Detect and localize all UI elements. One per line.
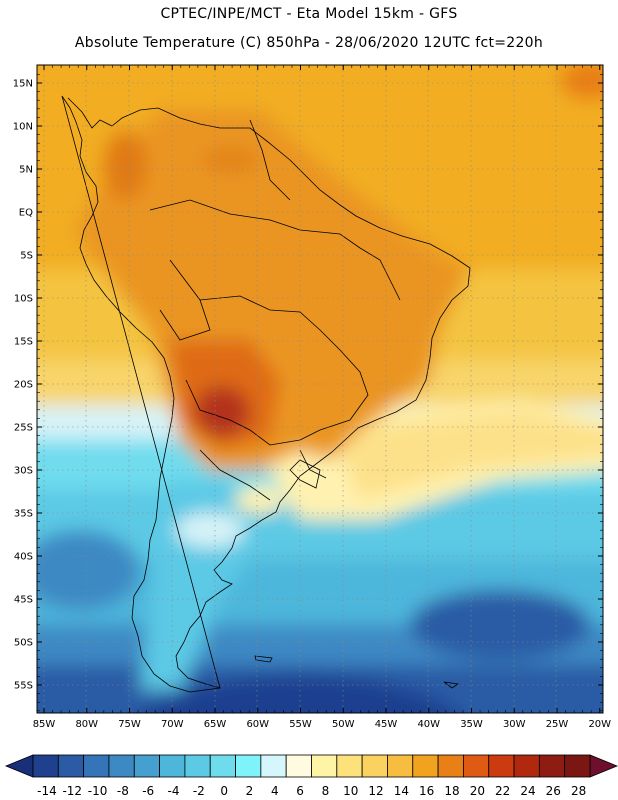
lon-label: 70W (161, 719, 184, 730)
colorbar-swatch (260, 754, 287, 778)
colorbar-label: 2 (246, 784, 254, 798)
chart-title: CPTEC/INPE/MCT - Eta Model 15km - GFS (160, 6, 458, 22)
colorbar-label: -2 (193, 784, 205, 798)
colorbar-swatch (32, 754, 59, 778)
colorbar-swatch (184, 754, 211, 778)
colorbar-swatch (108, 754, 135, 778)
lon-label: 40W (417, 719, 440, 730)
lat-label: 5N (19, 165, 33, 176)
lat-label: 50S (14, 638, 33, 649)
lat-label: 15S (14, 337, 33, 348)
colorbar-label: -6 (142, 784, 154, 798)
lon-label: 75W (118, 719, 141, 730)
colorbar-swatch (437, 754, 464, 778)
colorbar-swatch (513, 754, 540, 778)
lat-label: 40S (14, 552, 33, 563)
graticule (37, 65, 603, 713)
colorbar-swatch (387, 754, 414, 778)
colorbar-label: 16 (419, 784, 434, 798)
colorbar-label: 20 (470, 784, 485, 798)
lon-label: 65W (204, 719, 227, 730)
colorbar-swatch (83, 754, 110, 778)
coastline-borders (61, 95, 471, 693)
colorbar-label: 18 (444, 784, 459, 798)
colorbar-label: 14 (394, 784, 409, 798)
colorbar-swatch (133, 754, 160, 778)
colorbar-swatch (209, 754, 236, 778)
lat-label: 55S (14, 681, 33, 692)
colorbar-label: -8 (117, 784, 129, 798)
colorbar-swatch (564, 754, 591, 778)
colorbar-label: 26 (546, 784, 561, 798)
colorbar-swatch (538, 754, 566, 778)
lon-label: 55W (289, 719, 312, 730)
colorbar-label: 6 (296, 784, 304, 798)
colorbar-right-arrow (589, 754, 618, 778)
lat-label: EQ (19, 208, 33, 219)
colorbar-label: -4 (168, 784, 180, 798)
lat-label: 10S (14, 294, 33, 305)
lat-label: 25S (14, 423, 33, 434)
colorbar-swatch (57, 754, 85, 778)
colorbar-swatch (463, 754, 490, 778)
colorbar-label: 8 (322, 784, 330, 798)
lon-label: 85W (33, 719, 56, 730)
lon-label: 35W (460, 719, 483, 730)
colorbar-label: 10 (343, 784, 358, 798)
lat-label: 10N (13, 122, 33, 133)
colorbar-label: 4 (271, 784, 279, 798)
latitude-axis: 15N 10N 5N EQ 5S 10S 15S 20S 25S 30S 35S 40S 45S 50S 5… (13, 74, 603, 712)
colorbar-swatch (488, 754, 515, 778)
colorbar-label: 24 (520, 784, 535, 798)
lon-label: 50W (332, 719, 355, 730)
lat-label: 30S (14, 466, 33, 477)
colorbar-swatch (311, 754, 338, 778)
lon-label: 45W (375, 719, 398, 730)
lon-label: 80W (75, 719, 98, 730)
lat-label: 20S (14, 380, 33, 391)
colorbar-label: -10 (88, 784, 108, 798)
lat-label: 5S (20, 251, 33, 262)
lon-label: 60W (246, 719, 269, 730)
colorbar-swatch (235, 754, 262, 778)
colorbar-label: -12 (62, 784, 82, 798)
lon-label: 20W (588, 719, 611, 730)
lat-label: 45S (14, 595, 33, 606)
colorbar: -14 -12 -10 -8 -6 -4 -2 0 2 4 6 8 10 12 14 16 18 20 22 24 26… (4, 754, 618, 798)
colorbar-left-arrow (4, 754, 34, 778)
colorbar-swatch (336, 754, 363, 778)
lat-label: 35S (14, 509, 33, 520)
lon-label: 25W (546, 719, 569, 730)
colorbar-label: -14 (37, 784, 57, 798)
lon-label: 30W (503, 719, 526, 730)
lat-label: 15N (13, 79, 33, 90)
colorbar-swatch (361, 754, 388, 778)
colorbar-label: 22 (495, 784, 510, 798)
longitude-axis: 85W 80W 75W 70W 65W 60W 55W 50W 45W 40W 35W 30W 25W 2… (33, 65, 611, 730)
colorbar-swatch (285, 754, 312, 778)
colorbar-label: 0 (220, 784, 228, 798)
map-frame (36, 64, 604, 714)
colorbar-swatch (159, 754, 186, 778)
colorbar-swatch (412, 754, 439, 778)
chart-subtitle: Absolute Temperature (C) 850hPa - 28/06/… (74, 35, 544, 51)
colorbar-label: 28 (571, 784, 586, 798)
colorbar-label: 12 (368, 784, 383, 798)
